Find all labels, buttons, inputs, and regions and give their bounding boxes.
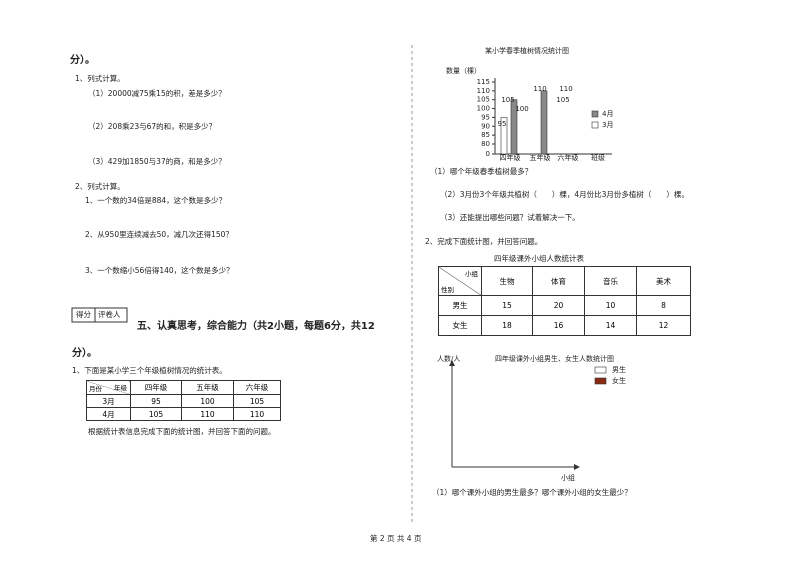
legend-swatch bbox=[594, 366, 607, 374]
y-tick-label: 100 bbox=[477, 105, 490, 113]
x-axis-label: 小组 bbox=[561, 473, 575, 482]
cell: 95 bbox=[130, 394, 182, 408]
cell: 8 bbox=[636, 295, 691, 316]
column-header: 音乐 bbox=[584, 266, 637, 296]
question-item: （1）20000减75乘15的积，差是多少？ bbox=[88, 89, 226, 98]
chart-title: 四年级课外小组男生、女生人数统计图 bbox=[495, 354, 614, 363]
bar-annotation: 105 bbox=[556, 96, 569, 104]
y-tick-label: 110 bbox=[477, 87, 490, 95]
bar-annotation: 110 bbox=[533, 85, 546, 93]
bar-annotation: 110 bbox=[559, 85, 572, 93]
cell: 14 bbox=[584, 315, 637, 336]
row-header: 女生 bbox=[438, 315, 482, 336]
legend-label: 3月 bbox=[602, 121, 613, 129]
question-item: （1）哪个课外小组的男生最多？哪个课外小组的女生最少？ bbox=[432, 488, 632, 497]
instruction: 根据统计表信息完成下面的统计图，并回答下面的问题。 bbox=[88, 427, 276, 436]
question-item: （2）3月份3个年级共植树（ ）棵，4月份比3月份多植树（ ）棵。 bbox=[440, 190, 689, 199]
column-header: 美术 bbox=[636, 266, 691, 296]
bar-annotation: 105 bbox=[501, 96, 514, 104]
question-item: 1、一个数的34倍是884，这个数是多少？ bbox=[85, 196, 227, 205]
bar-annotation: 100 bbox=[515, 105, 528, 113]
legend-label: 男生 bbox=[612, 365, 626, 374]
cell: 15 bbox=[481, 295, 533, 316]
bar bbox=[540, 90, 548, 155]
corner-label: 年级 bbox=[114, 384, 127, 392]
cell: 105 bbox=[130, 407, 182, 421]
column-header: 体育 bbox=[532, 266, 585, 296]
question-item: 3、一个数缩小56倍得140，这个数是多少？ bbox=[85, 266, 234, 275]
y-axis-label: 人数/人 bbox=[437, 354, 460, 363]
cell: 12 bbox=[636, 315, 691, 336]
x-tick-label: 四年级 bbox=[500, 153, 521, 162]
question-item: （3）429加1850与37的商，和是多少？ bbox=[88, 157, 226, 166]
column-header: 五年级 bbox=[181, 380, 234, 395]
cell: 10 bbox=[584, 295, 637, 316]
arrow bbox=[574, 464, 580, 470]
corner-cell: 年级 月份 bbox=[86, 380, 131, 395]
y-axis-label: 数量（棵） bbox=[446, 66, 481, 75]
page-footer: 第 2 页 共 4 页 bbox=[370, 534, 422, 543]
legend-swatch bbox=[591, 121, 599, 129]
bar bbox=[510, 99, 518, 155]
row-header: 男生 bbox=[438, 295, 482, 316]
cell: 100 bbox=[181, 394, 234, 408]
corner-label: 性别 bbox=[441, 286, 454, 294]
table-title: 四年级课外小组人数统计表 bbox=[494, 254, 584, 263]
y-tick-label: 85 bbox=[481, 131, 490, 139]
question-item: （3）还能提出哪些问题？试着解决一下。 bbox=[440, 213, 580, 222]
legend-swatch bbox=[594, 377, 607, 385]
y-tick-label: 0 bbox=[486, 150, 490, 158]
question-item: 2、从950里连续减去50，减几次还得150？ bbox=[85, 230, 233, 239]
continuation: 分）。 bbox=[72, 348, 97, 359]
question-title: 2、完成下面统计图，并回答问题。 bbox=[425, 237, 543, 246]
y-tick-label: 80 bbox=[481, 140, 490, 148]
cell: 110 bbox=[233, 407, 281, 421]
arrow bbox=[449, 360, 455, 366]
bar bbox=[500, 117, 508, 155]
cell: 16 bbox=[532, 315, 585, 336]
corner-label: 月份 bbox=[89, 385, 102, 393]
row-header: 3月 bbox=[86, 394, 131, 408]
y-tick-label: 105 bbox=[477, 96, 490, 104]
corner-label: 小组 bbox=[465, 270, 478, 278]
score-label: 评卷人 bbox=[98, 310, 121, 319]
tree-table: 年级 月份 四年级 五年级 六年级 3月 95 100 105 4月 105 110 110 bbox=[86, 380, 281, 421]
row-header: 4月 bbox=[86, 407, 131, 421]
cell: 18 bbox=[481, 315, 533, 336]
cell: 20 bbox=[532, 295, 585, 316]
section-title: 五、认真思考，综合能力（共2小题，每题6分，共12 bbox=[137, 321, 375, 332]
question-item: （2）208乘23与67的和，积是多少？ bbox=[88, 122, 217, 131]
legend-label: 女生 bbox=[612, 376, 626, 385]
y-tick-label: 90 bbox=[481, 122, 490, 130]
club-table: 小组 性别 生物 体育 音乐 美术 男生 15 20 10 8 女生 18 16 14 12 bbox=[438, 266, 691, 336]
score-box bbox=[71, 307, 128, 323]
score-label: 得分 bbox=[76, 310, 91, 319]
column-header: 六年级 bbox=[233, 380, 281, 395]
x-axis-label: 班级 bbox=[591, 153, 605, 162]
bar-annotation: 95 bbox=[498, 120, 507, 128]
column-header: 四年级 bbox=[130, 380, 182, 395]
legend-label: 4月 bbox=[602, 110, 613, 118]
question-title: 2、列式计算。 bbox=[75, 182, 125, 191]
cell: 105 bbox=[233, 394, 281, 408]
cell: 110 bbox=[181, 407, 234, 421]
y-tick-label: 95 bbox=[481, 113, 490, 121]
continuation: 分）。 bbox=[70, 55, 95, 66]
question-title: 1、列式计算。 bbox=[75, 74, 125, 83]
x-tick-label: 六年级 bbox=[558, 153, 579, 162]
x-tick-label: 五年级 bbox=[530, 153, 551, 162]
question-title: 1、下面是某小学三个年级植树情况的统计表。 bbox=[72, 366, 227, 375]
y-tick-label: 115 bbox=[477, 78, 490, 86]
column-header: 生物 bbox=[481, 266, 533, 296]
corner-cell: 小组性别 bbox=[438, 266, 482, 296]
legend-swatch bbox=[591, 110, 599, 118]
chart-title: 某小学春季植树情况统计图 bbox=[485, 46, 569, 55]
question-item: （1）哪个年级春季植树最多？ bbox=[430, 167, 533, 176]
